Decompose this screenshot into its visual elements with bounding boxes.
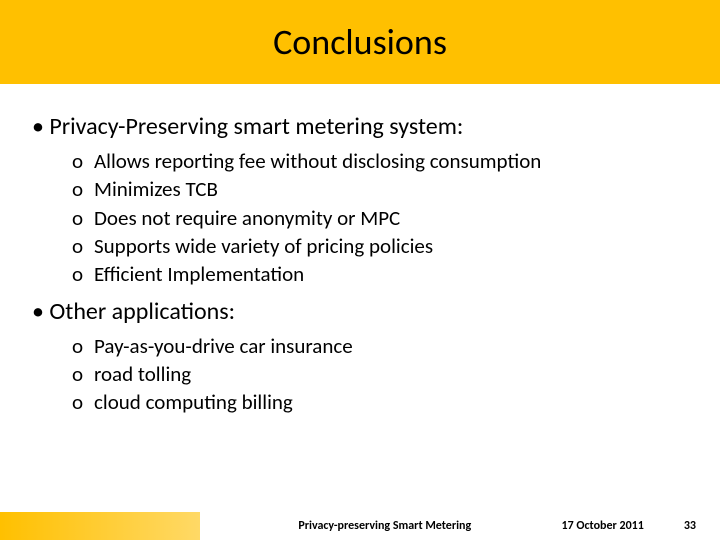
sub-marker: o <box>72 388 94 416</box>
sub-text: road tolling <box>94 361 191 387</box>
sub-text: Supports wide variety of pricing policie… <box>94 233 433 259</box>
bullet-text: Other applications: <box>49 297 235 326</box>
bullet-sub: oEfficient Implementation <box>32 260 688 288</box>
title-bar: Conclusions <box>0 0 720 84</box>
slide-title: Conclusions <box>273 20 447 64</box>
footer-accent <box>0 512 200 540</box>
footer: Privacy-preserving Smart Metering 17 Oct… <box>0 512 720 540</box>
sub-marker: o <box>72 232 94 260</box>
sub-text: cloud computing billing <box>94 389 293 415</box>
footer-page-number: 33 <box>684 519 696 533</box>
bullet-sub: oMinimizes TCB <box>32 175 688 203</box>
sub-marker: o <box>72 360 94 388</box>
bullet-sub: oDoes not require anonymity or MPC <box>32 204 688 232</box>
footer-date: 17 October 2011 <box>562 519 644 533</box>
sub-text: Does not require anonymity or MPC <box>94 205 400 231</box>
sub-text: Allows reporting fee without disclosing … <box>94 148 541 174</box>
sub-text: Pay-as-you-drive car insurance <box>94 333 353 359</box>
bullet-main-2: • Other applications: <box>32 297 688 326</box>
bullet-marker: • <box>32 112 44 141</box>
slide: Conclusions • Privacy-Preserving smart m… <box>0 0 720 540</box>
footer-center: Privacy-preserving Smart Metering <box>208 519 562 533</box>
content-area: • Privacy-Preserving smart metering syst… <box>0 84 720 417</box>
sub-marker: o <box>72 260 94 288</box>
bullet-marker: • <box>32 297 44 326</box>
sub-marker: o <box>72 147 94 175</box>
sub-text: Minimizes TCB <box>94 176 218 202</box>
sub-marker: o <box>72 332 94 360</box>
bullet-sub: oSupports wide variety of pricing polici… <box>32 232 688 260</box>
bullet-main-1: • Privacy-Preserving smart metering syst… <box>32 112 688 141</box>
footer-text: Privacy-preserving Smart Metering 17 Oct… <box>200 519 720 533</box>
bullet-sub: oAllows reporting fee without disclosing… <box>32 147 688 175</box>
sub-marker: o <box>72 175 94 203</box>
sub-marker: o <box>72 204 94 232</box>
bullet-sub: ocloud computing billing <box>32 388 688 416</box>
bullet-sub: oroad tolling <box>32 360 688 388</box>
bullet-text: Privacy-Preserving smart metering system… <box>49 112 463 141</box>
sub-text: Efficient Implementation <box>94 261 304 287</box>
bullet-sub: oPay-as-you-drive car insurance <box>32 332 688 360</box>
